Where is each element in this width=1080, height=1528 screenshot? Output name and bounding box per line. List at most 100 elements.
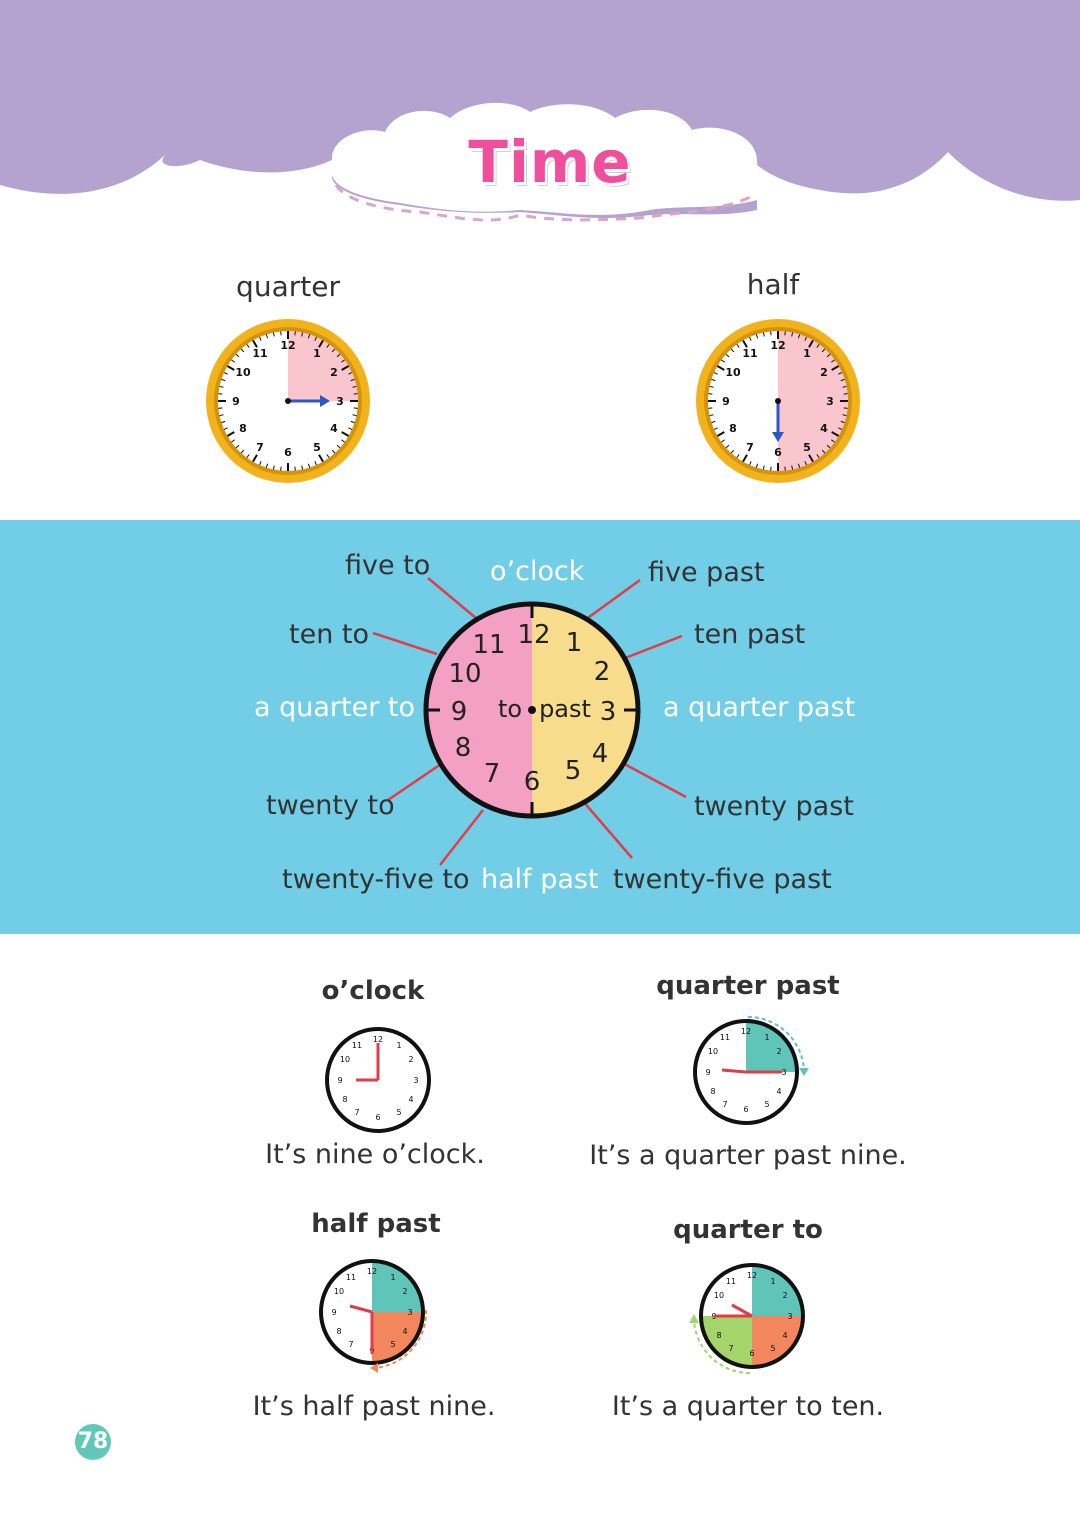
- svg-text:9: 9: [337, 1076, 342, 1085]
- svg-text:1: 1: [770, 1277, 775, 1286]
- svg-text:12: 12: [770, 339, 785, 352]
- clock-tick: [336, 353, 341, 358]
- clock-tick: [791, 465, 794, 470]
- ten-past-label: ten past: [694, 619, 806, 650]
- svg-text:8: 8: [342, 1095, 347, 1104]
- clock-tick: [808, 454, 814, 463]
- caption-nine-oclock: It’s nine o’clock.: [265, 1139, 485, 1170]
- clock-tick: [831, 431, 840, 437]
- clock-tick: [838, 427, 843, 430]
- svg-text:2: 2: [330, 366, 338, 379]
- ten-to-label: ten to: [289, 619, 369, 650]
- svg-text:8: 8: [710, 1087, 715, 1096]
- clock-tick: [742, 454, 748, 463]
- clock-tick: [318, 339, 324, 348]
- clock-tick: [341, 431, 350, 437]
- svg-text:4: 4: [776, 1087, 781, 1096]
- oclock-label: o’clock: [490, 556, 585, 587]
- wheel-number-3: 3: [600, 697, 617, 727]
- clock-tick: [721, 439, 725, 443]
- svg-text:6: 6: [375, 1113, 380, 1122]
- svg-text:6: 6: [749, 1349, 754, 1358]
- svg-text:1: 1: [396, 1041, 401, 1050]
- svg-text:4: 4: [408, 1095, 413, 1104]
- quarter-to-label: a quarter to: [254, 692, 416, 723]
- clock-tick: [219, 414, 224, 417]
- clock-tick: [808, 339, 814, 348]
- clock-tick: [326, 454, 330, 458]
- clock-tick: [226, 365, 235, 371]
- clock-tick: [223, 427, 228, 430]
- page-title: Time: [468, 128, 632, 196]
- clock-tick: [709, 414, 714, 417]
- clock-tick: [821, 449, 826, 454]
- wheel-number-1: 1: [566, 628, 583, 658]
- clock-tick: [259, 336, 262, 341]
- half-past-label: half past: [481, 864, 599, 895]
- svg-text:2: 2: [820, 366, 828, 379]
- oclock-heading: o’clock: [321, 976, 425, 1006]
- svg-text:11: 11: [346, 1273, 356, 1282]
- svg-text:12: 12: [747, 1271, 757, 1280]
- svg-text:7: 7: [722, 1100, 727, 1109]
- clock-tick: [742, 339, 748, 348]
- wheel-number-5: 5: [565, 756, 582, 786]
- svg-text:3: 3: [787, 1312, 792, 1321]
- wheel-number-7: 7: [484, 759, 501, 789]
- clock-tick: [318, 454, 324, 463]
- clock-tick: [314, 461, 317, 466]
- caption-quarter-past-nine: It’s a quarter past nine.: [589, 1140, 907, 1171]
- clock-tick: [307, 334, 311, 339]
- clock-tick: [826, 353, 831, 358]
- svg-text:8: 8: [336, 1327, 341, 1336]
- five-to-label: five to: [345, 550, 431, 581]
- clock-tick: [713, 427, 718, 430]
- clock-tick: [331, 348, 336, 353]
- clock-tick: [736, 454, 740, 458]
- clock-tick: [755, 463, 759, 468]
- clock-tick: [842, 414, 847, 417]
- clock-tick: [797, 463, 801, 468]
- svg-text:4: 4: [820, 422, 828, 435]
- half-label: half: [746, 268, 800, 301]
- clock-tick: [350, 420, 355, 424]
- clock-tick: [231, 359, 235, 363]
- svg-text:10: 10: [725, 366, 741, 379]
- clock-tick: [231, 439, 235, 443]
- clock-tick: [736, 344, 740, 348]
- clock-tick: [223, 372, 228, 375]
- clock-tick: [725, 353, 730, 358]
- clock-tick: [721, 359, 725, 363]
- clock-tick: [352, 414, 357, 417]
- clock-tick: [826, 444, 831, 449]
- svg-text:3: 3: [407, 1308, 412, 1317]
- svg-text:2: 2: [402, 1287, 407, 1296]
- wheel-number-2: 2: [594, 657, 611, 687]
- svg-text:10: 10: [340, 1055, 350, 1064]
- clock-tick: [246, 344, 250, 348]
- clock-tick: [219, 385, 224, 388]
- clock-tick: [272, 332, 275, 337]
- wheel-number-9: 9: [451, 697, 468, 727]
- wheel-number-8: 8: [455, 733, 472, 763]
- past-to-wheel: 12 1 2 3 4 5 6 7 8 9 10 11 to past: [372, 577, 687, 866]
- clock-tick: [235, 353, 240, 358]
- clock-tick: [265, 463, 269, 468]
- clock-tick: [341, 359, 345, 363]
- svg-text:7: 7: [256, 441, 264, 454]
- svg-text:5: 5: [390, 1340, 395, 1349]
- clock-tick: [749, 336, 752, 341]
- svg-text:4: 4: [782, 1331, 787, 1340]
- twenty-five-to-label: twenty-five to: [282, 864, 470, 895]
- svg-text:5: 5: [396, 1108, 401, 1117]
- half-past-heading: half past: [311, 1209, 441, 1239]
- svg-text:8: 8: [729, 422, 737, 435]
- clock-tick: [301, 332, 304, 337]
- clock-tick: [838, 372, 843, 375]
- svg-text:11: 11: [720, 1033, 730, 1042]
- clock-tick: [816, 344, 820, 348]
- clock-tick: [804, 461, 807, 466]
- clock-tick: [301, 465, 304, 470]
- clock-tick: [762, 465, 765, 470]
